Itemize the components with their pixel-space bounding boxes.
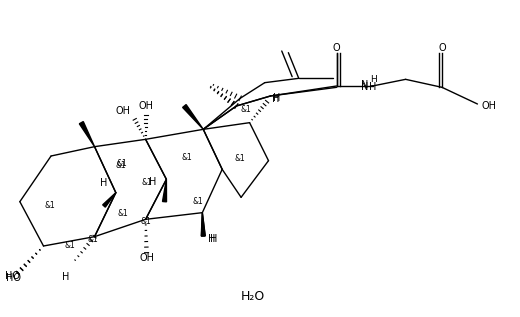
Text: H: H	[272, 94, 279, 104]
Text: &1: &1	[116, 159, 127, 169]
Text: OH: OH	[138, 101, 153, 111]
Text: &1: &1	[240, 105, 251, 114]
Text: O: O	[333, 43, 341, 53]
Text: H: H	[208, 234, 215, 244]
Text: N: N	[361, 80, 369, 90]
Polygon shape	[201, 213, 205, 236]
Text: H: H	[100, 178, 108, 188]
Polygon shape	[202, 213, 205, 236]
Text: OH: OH	[481, 101, 496, 111]
Text: &1: &1	[64, 242, 75, 250]
Text: OH: OH	[139, 253, 154, 263]
Text: H: H	[61, 272, 69, 282]
Text: &1: &1	[141, 178, 152, 187]
Text: &1: &1	[88, 235, 98, 244]
Polygon shape	[163, 179, 166, 202]
Text: O: O	[438, 43, 446, 53]
Polygon shape	[80, 122, 95, 147]
Text: N: N	[361, 82, 369, 92]
Text: &1: &1	[235, 154, 245, 163]
Text: HO: HO	[6, 273, 21, 283]
Text: &1: &1	[118, 210, 128, 218]
Text: HO: HO	[5, 271, 20, 281]
Text: H: H	[211, 234, 218, 244]
Text: H: H	[149, 177, 156, 187]
Polygon shape	[183, 105, 203, 129]
Text: &1: &1	[44, 200, 55, 210]
Polygon shape	[102, 193, 116, 207]
Text: OH: OH	[115, 106, 131, 116]
Text: &1: &1	[192, 197, 203, 206]
Text: &1: &1	[115, 160, 126, 170]
Text: &1: &1	[181, 153, 192, 162]
Text: H₂O: H₂O	[241, 290, 265, 303]
Text: H: H	[273, 93, 281, 103]
Text: H: H	[369, 82, 376, 92]
Text: H: H	[371, 75, 378, 84]
Text: &1: &1	[140, 217, 151, 226]
